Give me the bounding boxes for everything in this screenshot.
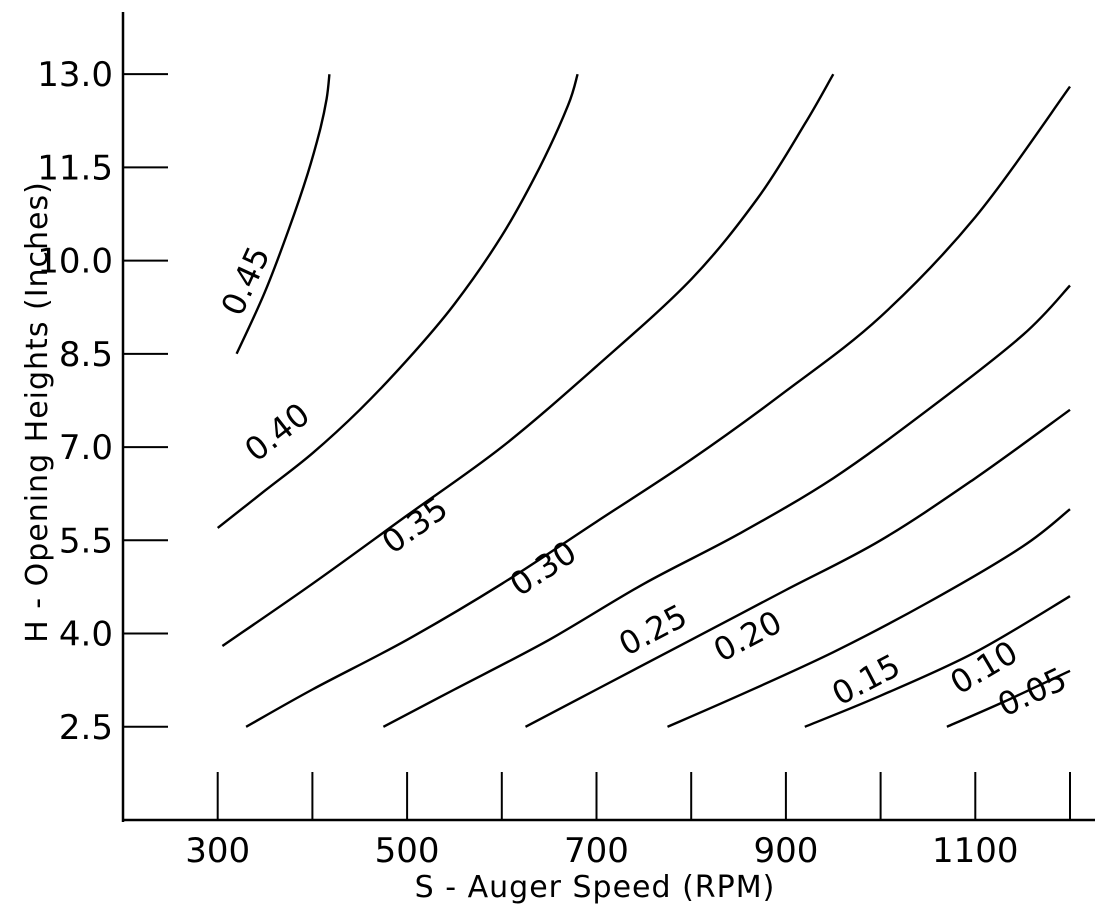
y-tick-label: 7.0 (59, 428, 113, 468)
contour-line-0.30 (245, 85, 1071, 728)
contour-line-0.25 (382, 284, 1071, 728)
contour-line-0.10 (804, 595, 1071, 728)
contour-labels: 0.450.400.350.300.25 0.200.15 0.100.05 (213, 241, 1072, 725)
x-tick-label: 700 (564, 831, 629, 871)
y-axis-title: H - Opening Heights (Inches) (20, 181, 55, 643)
contour-label-0.25: 0.25 (613, 597, 694, 664)
contour-label-0.35: 0.35 (375, 489, 455, 561)
y-tick-label: 2.5 (59, 708, 113, 748)
contour-line-0.45 (235, 74, 331, 355)
y-tick-label: 11.5 (37, 148, 113, 188)
ticks (123, 73, 1071, 820)
contour-lines (216, 73, 1071, 728)
x-tick-label: 500 (375, 831, 440, 871)
contour-line-0.15 (667, 508, 1071, 728)
contour-line-0.35 (221, 73, 835, 647)
y-tick-label: 8.5 (59, 335, 113, 375)
y-tick-label: 5.5 (59, 521, 113, 561)
x-tick-label: 1100 (932, 831, 1019, 871)
x-tick-label: 300 (185, 831, 250, 871)
contour-label-0.20: 0.20 (707, 603, 788, 670)
x-tick-label: 900 (753, 831, 818, 871)
y-tick-label: 4.0 (59, 615, 113, 655)
tick-labels: 2.5 4.0 5.5 7.0 8.5 10.0 11.5 13.0 300 500 700 900 1… (37, 55, 1018, 871)
axes (121, 12, 1095, 822)
contour-line-0.20 (524, 408, 1071, 728)
contour-line-0.05 (946, 669, 1071, 728)
contour-label-0.45: 0.45 (213, 241, 277, 322)
y-tick-label: 13.0 (37, 55, 113, 95)
x-axis-title: S - Auger Speed (RPM) (415, 870, 776, 905)
contour-label-0.30: 0.30 (503, 533, 583, 604)
contour-line-0.40 (216, 73, 579, 529)
y-tick-label: 10.0 (37, 242, 113, 282)
